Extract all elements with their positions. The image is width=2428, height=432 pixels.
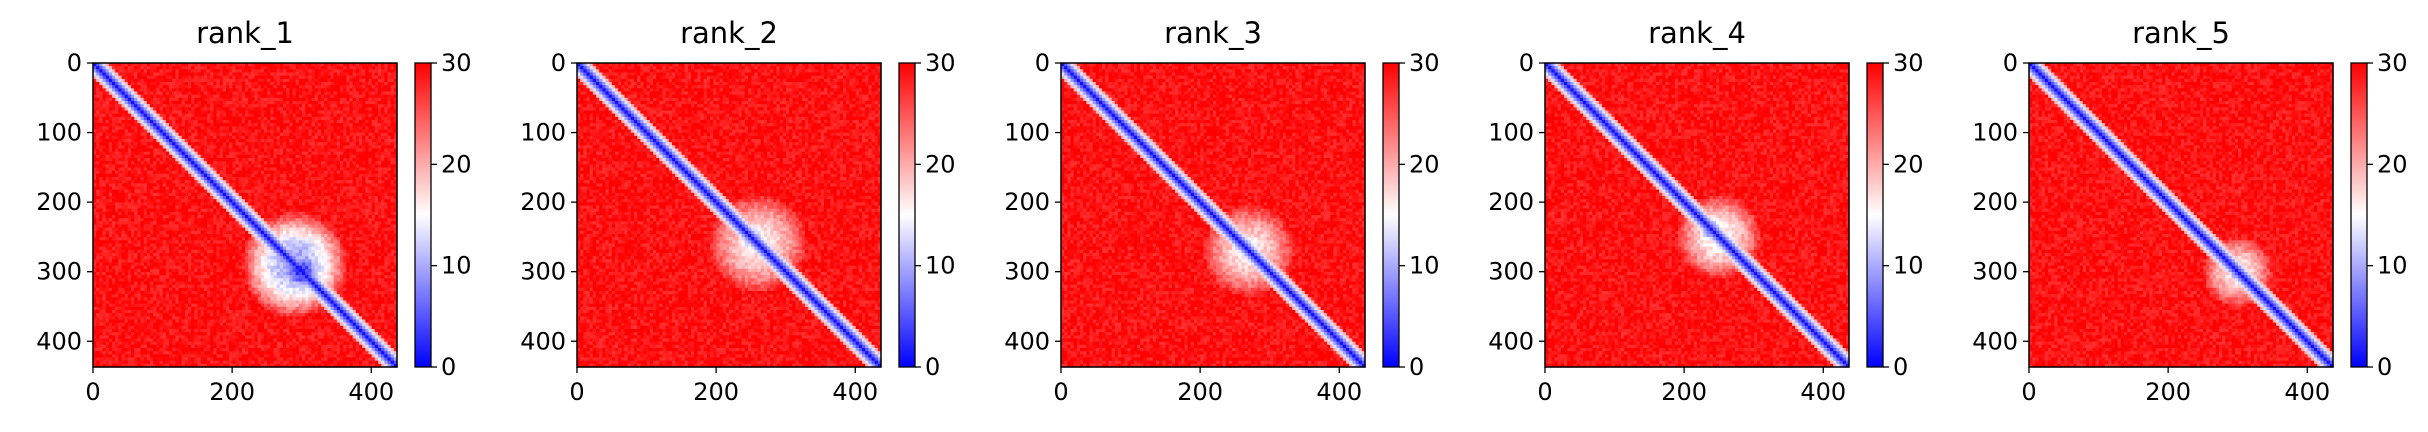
x-tick-label: 200 xyxy=(693,378,739,406)
y-tick-label: 200 xyxy=(520,188,566,216)
colorbar-tick-label: 30 xyxy=(925,49,956,77)
panel-title: rank_5 xyxy=(2132,16,2230,50)
colorbar-tick-label: 30 xyxy=(441,49,472,77)
colorbar-gradient xyxy=(414,62,432,368)
y-tick-label: 100 xyxy=(1972,119,2018,147)
x-tick-label: 0 xyxy=(1053,378,1068,406)
colorbar-tick-label: 10 xyxy=(925,252,956,280)
y-tick-label: 200 xyxy=(1488,188,1534,216)
y-tick-label: 0 xyxy=(67,49,82,77)
colorbar-tick-label: 0 xyxy=(2377,353,2392,381)
y-tick-label: 400 xyxy=(36,327,82,355)
colorbar-tick-label: 0 xyxy=(925,353,940,381)
colorbar-tick-label: 20 xyxy=(2377,150,2408,178)
y-tick-label: 400 xyxy=(1488,327,1534,355)
y-tick-label: 0 xyxy=(551,49,566,77)
colorbar-tick-label: 10 xyxy=(2377,252,2408,280)
panel-title: rank_2 xyxy=(680,16,778,50)
colorbar-gradient xyxy=(898,62,916,368)
plot-frame xyxy=(576,62,882,368)
colorbar-tick-label: 0 xyxy=(441,353,456,381)
y-tick-label: 200 xyxy=(1972,188,2018,216)
y-tick-label: 300 xyxy=(1004,258,1050,286)
x-tick-label: 400 xyxy=(1800,378,1846,406)
heatmap-cells xyxy=(2029,63,2334,368)
colorbar: 0 10 20 30 xyxy=(898,49,956,381)
colorbar-tick-label: 30 xyxy=(2377,49,2408,77)
colorbar-tick-label: 20 xyxy=(925,150,956,178)
heatmap-cells xyxy=(93,63,398,368)
colorbar-gradient xyxy=(2350,62,2368,368)
y-tick-label: 0 xyxy=(2003,49,2018,77)
plot-frame xyxy=(2028,62,2334,368)
colorbar-tick-label: 20 xyxy=(441,150,472,178)
plot-frame xyxy=(1544,62,1850,368)
x-tick-label: 400 xyxy=(2284,378,2330,406)
x-tick-label: 200 xyxy=(2145,378,2191,406)
y-tick-label: 300 xyxy=(1972,258,2018,286)
colorbar: 0 10 20 30 xyxy=(1382,49,1440,381)
y-tick-label: 100 xyxy=(1004,119,1050,147)
colorbar-tick-label: 0 xyxy=(1893,353,1908,381)
colorbar-tick-label: 10 xyxy=(1409,252,1440,280)
y-tick-label: 100 xyxy=(36,119,82,147)
y-tick-label: 100 xyxy=(1488,119,1534,147)
x-tick-label: 0 xyxy=(1537,378,1552,406)
x-tick-label: 400 xyxy=(832,378,878,406)
plot-frame xyxy=(1060,62,1366,368)
y-tick-label: 300 xyxy=(36,258,82,286)
x-tick-label: 200 xyxy=(209,378,255,406)
colorbar-tick-label: 10 xyxy=(1893,252,1924,280)
y-tick-label: 400 xyxy=(1972,327,2018,355)
x-tick-label: 400 xyxy=(348,378,394,406)
y-tick-label: 0 xyxy=(1035,49,1050,77)
x-tick-label: 200 xyxy=(1661,378,1707,406)
colorbar-tick-label: 0 xyxy=(1409,353,1424,381)
y-tick-label: 0 xyxy=(1519,49,1534,77)
y-tick-label: 200 xyxy=(1004,188,1050,216)
heatmap-cells xyxy=(1061,63,1366,368)
y-tick-label: 400 xyxy=(520,327,566,355)
panel-title: rank_3 xyxy=(1164,16,1262,50)
y-tick-label: 400 xyxy=(1004,327,1050,355)
y-tick-label: 200 xyxy=(36,188,82,216)
x-tick-label: 400 xyxy=(1316,378,1362,406)
colorbar: 0 10 20 30 xyxy=(414,49,472,381)
y-tick-label: 100 xyxy=(520,119,566,147)
heatmap-cells xyxy=(1545,63,1850,368)
panel-title: rank_4 xyxy=(1648,16,1746,50)
colorbar-tick-label: 30 xyxy=(1893,49,1924,77)
x-tick-label: 0 xyxy=(569,378,584,406)
colorbar: 0 10 20 30 xyxy=(2350,49,2408,381)
colorbar-tick-label: 30 xyxy=(1409,49,1440,77)
heatmap-cells xyxy=(577,63,882,368)
colorbar: 0 10 20 30 xyxy=(1866,49,1924,381)
y-tick-label: 300 xyxy=(1488,258,1534,286)
x-tick-label: 0 xyxy=(85,378,100,406)
x-tick-label: 0 xyxy=(2021,378,2036,406)
colorbar-gradient xyxy=(1866,62,1884,368)
colorbar-gradient xyxy=(1382,62,1400,368)
colorbar-tick-label: 20 xyxy=(1893,150,1924,178)
colorbar-tick-label: 10 xyxy=(441,252,472,280)
colorbar-tick-label: 20 xyxy=(1409,150,1440,178)
plot-frame xyxy=(92,62,398,368)
x-tick-label: 200 xyxy=(1177,378,1223,406)
panel-title: rank_1 xyxy=(196,16,294,50)
y-tick-label: 300 xyxy=(520,258,566,286)
